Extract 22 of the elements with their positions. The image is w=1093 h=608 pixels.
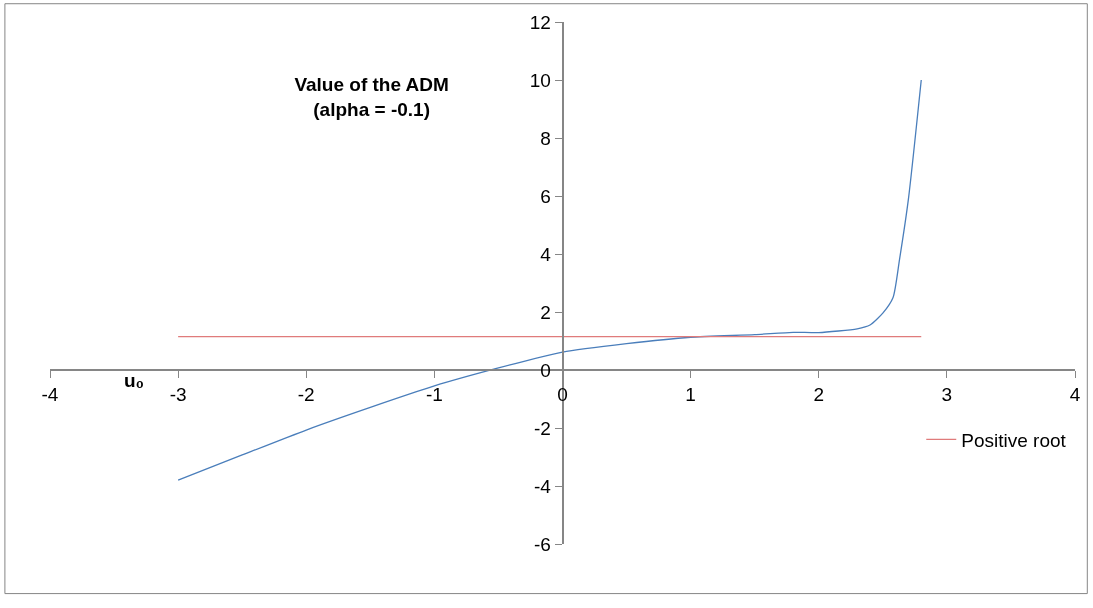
y-tick-label: 0 — [540, 359, 551, 381]
legend-label: Positive root — [961, 429, 1067, 451]
y-tick-label: 4 — [540, 243, 552, 265]
y-tick-label: 2 — [540, 301, 551, 323]
y-tick-label: -6 — [534, 533, 551, 555]
x-tick-label: -4 — [41, 383, 59, 405]
y-tick-label: 10 — [529, 69, 551, 91]
x-tick-label: -3 — [169, 383, 187, 405]
x-tick-label: -1 — [425, 383, 443, 405]
x-tick-label: -2 — [297, 383, 315, 405]
y-tick-label: 8 — [540, 127, 551, 149]
x-tick-label: 1 — [685, 383, 696, 405]
text: Value of the ADM (alpha = -0.1) — [294, 74, 449, 120]
y-tick-label: -4 — [534, 475, 552, 497]
x-tick-label: 2 — [813, 383, 825, 405]
y-tick-label: 6 — [540, 185, 551, 207]
x-tick-label: 4 — [1069, 383, 1081, 405]
x-tick-label: 0 — [557, 383, 568, 405]
x-tick-label: 3 — [941, 383, 953, 405]
y-tick-label: 12 — [529, 11, 551, 33]
x-axis-title: u₀ — [124, 370, 145, 391]
y-tick-label: -2 — [534, 417, 551, 439]
